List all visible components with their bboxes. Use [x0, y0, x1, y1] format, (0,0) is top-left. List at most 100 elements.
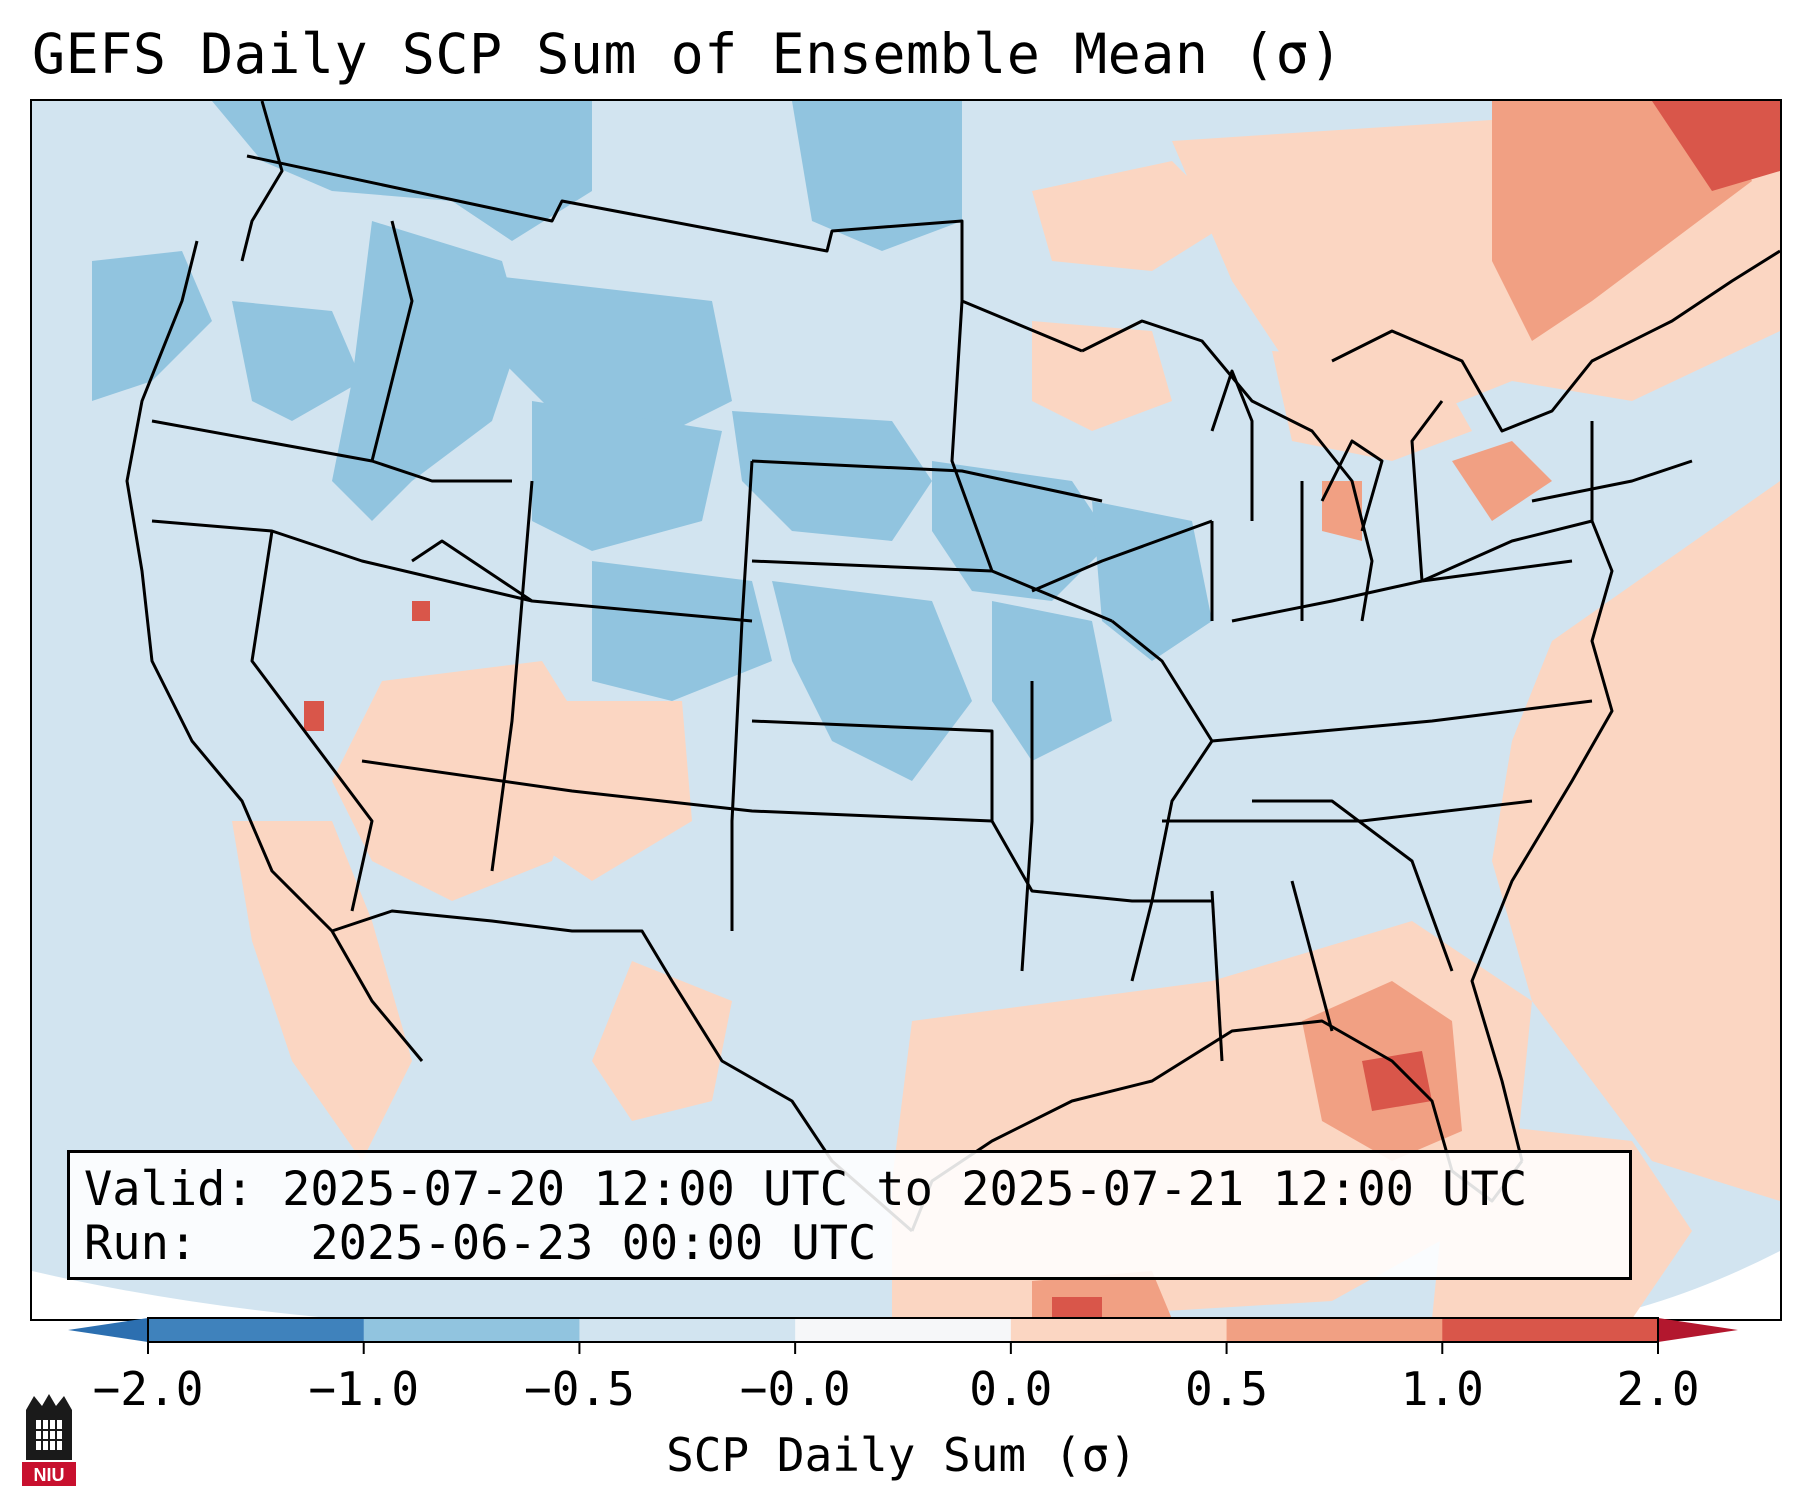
colorbar-segment	[1010, 1318, 1228, 1342]
colorbar-segment	[1226, 1318, 1443, 1342]
negative-anomaly-regions	[92, 101, 1212, 781]
patch-gulf-max	[1362, 1051, 1432, 1111]
patch-oregon	[232, 301, 362, 421]
colorbar-segment	[148, 1318, 365, 1342]
georgia-carolina	[1252, 799, 1454, 972]
patch-illinois	[1092, 501, 1212, 661]
ohio-river	[1231, 579, 1423, 623]
colorbar-tick-label: −0.5	[524, 1362, 635, 1416]
dakotas-mid	[751, 459, 1103, 503]
patch-utah-max	[412, 601, 430, 621]
west-coast	[125, 240, 424, 1062]
oregon-south	[151, 519, 533, 603]
lake-michigan	[1210, 369, 1254, 521]
patch-south-gulf-max	[1052, 1297, 1102, 1319]
canada-coast	[240, 101, 284, 262]
patch-quebec-core	[1492, 101, 1752, 341]
boundaries	[125, 101, 1780, 1233]
valid-range: 2025-07-20 12:00 UTC to 2025-07-21 12:00…	[282, 1162, 1528, 1217]
us-canada-border	[246, 154, 1083, 353]
patch-atlantic	[1492, 481, 1780, 1201]
patch-wisconsin	[1032, 321, 1172, 431]
colorbar-tick-label: −0.0	[739, 1362, 851, 1416]
valid-line: Valid: 2025-07-20 12:00 UTC to 2025-07-2…	[84, 1163, 1615, 1217]
pennsylvania-south	[1421, 559, 1573, 583]
colorbar-segments	[148, 1318, 1659, 1342]
projection-edge-right	[1592, 1251, 1780, 1319]
patch-lower-michigan	[1322, 481, 1362, 541]
patch-lake-ontario	[1452, 441, 1552, 521]
patch-montana	[452, 271, 732, 441]
colorbar-extend-low	[68, 1318, 148, 1342]
niu-logo: NIU	[22, 1394, 76, 1486]
map-frame	[30, 99, 1782, 1321]
four-corners-line	[361, 759, 993, 823]
nevada-border	[250, 530, 374, 912]
chart-title: GEFS Daily SCP Sum of Ensemble Mean (σ)	[32, 22, 1343, 86]
pennsylvania-west	[1410, 400, 1444, 582]
us-mexico-border	[331, 909, 913, 1233]
great-lakes-border	[1081, 319, 1374, 622]
patch-arizona	[332, 661, 592, 901]
colorado-east	[730, 460, 754, 931]
utah-east	[490, 480, 534, 872]
dakotas-east	[950, 300, 994, 572]
scp-map	[32, 101, 1780, 1319]
wyoming-south	[411, 539, 753, 623]
colorbar	[68, 1317, 1738, 1354]
patch-gaspe-max	[1652, 101, 1780, 191]
colorbar-tick-label: −2.0	[92, 1362, 204, 1416]
iowa-illinois	[1031, 519, 1213, 593]
patch-kansas	[772, 581, 972, 781]
colorbar-tick-label: 0.5	[1185, 1362, 1269, 1416]
patch-nevada-max	[304, 701, 324, 731]
lower-michigan	[1320, 439, 1384, 532]
colorbar-tick-label: −1.0	[308, 1362, 420, 1416]
projection-edge-left	[32, 1271, 340, 1319]
patch-wyoming	[532, 401, 722, 551]
patch-baja	[232, 821, 412, 1161]
patch-colorado	[592, 561, 772, 701]
colorbar-segment	[1442, 1318, 1659, 1342]
colorbar-label: SCP Daily Sum (σ)	[666, 1428, 1137, 1482]
east-coast	[1421, 519, 1614, 1162]
st-lawrence	[1331, 249, 1780, 433]
colorbar-tick-label: 1.0	[1400, 1362, 1484, 1416]
idaho-west	[370, 220, 414, 462]
colorbar-extend-high	[1658, 1318, 1738, 1342]
patch-mexico-west	[592, 961, 732, 1121]
patch-pacific-nw	[92, 251, 212, 401]
logo-window-grid	[36, 1420, 62, 1450]
patch-north-dakota-canada	[792, 101, 962, 251]
patch-ontario-west	[1032, 161, 1232, 271]
tennessee-south	[1162, 799, 1533, 823]
valid-label: Valid:	[84, 1162, 254, 1217]
oregon-north	[151, 419, 512, 483]
colorbar-segment	[579, 1318, 796, 1342]
run-label: Run:	[84, 1216, 198, 1271]
colorbar-tick-label: 0.0	[969, 1362, 1053, 1416]
patch-missouri	[992, 601, 1112, 761]
mississippi-alabama	[1210, 890, 1224, 1062]
colorbar-segment	[363, 1318, 580, 1342]
strong-positive-regions	[1032, 101, 1752, 1319]
patch-nw-canada	[212, 101, 592, 241]
mississippi-river	[1111, 619, 1214, 982]
tennessee-north	[1211, 699, 1593, 743]
arkansas-west	[1020, 681, 1034, 972]
patch-south-dakota	[732, 411, 932, 541]
patch-new-mexico	[532, 701, 692, 881]
patch-iowa	[932, 461, 1112, 601]
colorbar-segment	[795, 1318, 1012, 1342]
valid-run-info-box: Valid: 2025-07-20 12:00 UTC to 2025-07-2…	[67, 1150, 1632, 1280]
colorbar-tick-label: 2.0	[1616, 1362, 1700, 1416]
colorbar-outline	[147, 1317, 1659, 1343]
logo-banner	[22, 1462, 76, 1486]
new-england-coast	[1531, 459, 1693, 503]
run-line: Run: 2025-06-23 00:00 UTC	[84, 1217, 1615, 1271]
alabama-georgia	[1290, 880, 1334, 1032]
patch-michigan-ontario	[1272, 351, 1472, 461]
max-positive-regions	[304, 101, 1780, 1319]
logo-text: NIU	[34, 1465, 65, 1485]
kansas-south	[751, 719, 994, 821]
